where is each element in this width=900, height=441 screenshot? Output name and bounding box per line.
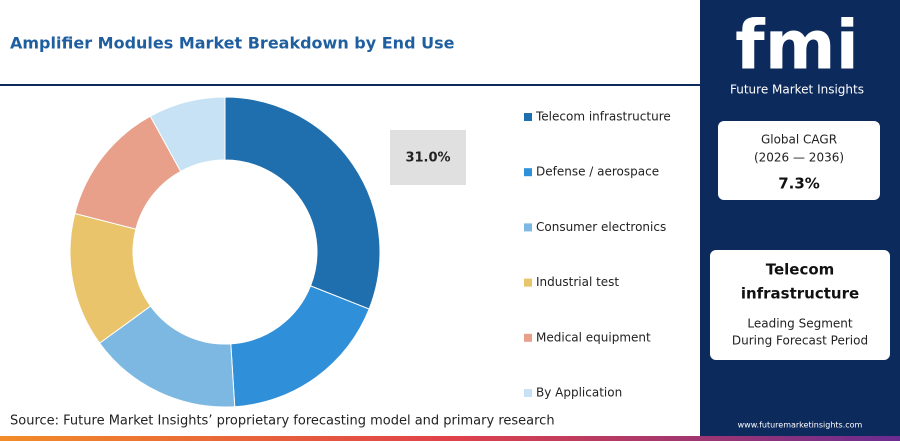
segment-caption: During Forecast Period: [732, 334, 868, 348]
sidebar: [700, 0, 900, 441]
donut-slice: [224, 96, 381, 310]
value-label-box: [390, 130, 466, 185]
value-label: 31.0%: [405, 151, 450, 166]
legend-swatch: [524, 333, 532, 342]
legend-swatch: [524, 223, 532, 232]
logo-caption: Future Market Insights: [730, 83, 864, 97]
segment-name: infrastructure: [741, 285, 859, 303]
legend-swatch: [524, 113, 532, 121]
segment-name-line1: Telecom: [766, 261, 835, 279]
cagr-period: (2026 — 2036): [754, 151, 844, 165]
website: www.futuremarketinsights.com: [738, 421, 863, 430]
segment-card: [710, 250, 890, 360]
source: Source: Future Market Insights’ propriet…: [10, 414, 555, 429]
chart-title: Amplifier Modules Market Breakdown by En…: [10, 34, 455, 53]
cagr-value: 7.3%: [778, 175, 820, 193]
donut-slice: [149, 96, 226, 173]
segment-caption: Leading Segment: [747, 317, 852, 331]
cagr-card: [718, 121, 880, 200]
bottom-strip: [0, 436, 900, 441]
legend-swatch: [524, 278, 532, 287]
legend-swatch: [524, 389, 532, 397]
title-rule: [0, 84, 700, 86]
legend-label: Defense / aerospace: [536, 165, 659, 179]
cagr-title: Global CAGR: [761, 133, 837, 147]
legend-label: Telecom infrastructure: [535, 110, 671, 124]
legend-swatch: [524, 168, 532, 177]
logo: fmi: [735, 7, 859, 86]
legend-label: Industrial test: [536, 275, 619, 289]
legend-label: Consumer electronics: [536, 220, 666, 234]
legend-label: Medical equipment: [536, 330, 651, 344]
legend-label: By Application: [536, 386, 622, 400]
